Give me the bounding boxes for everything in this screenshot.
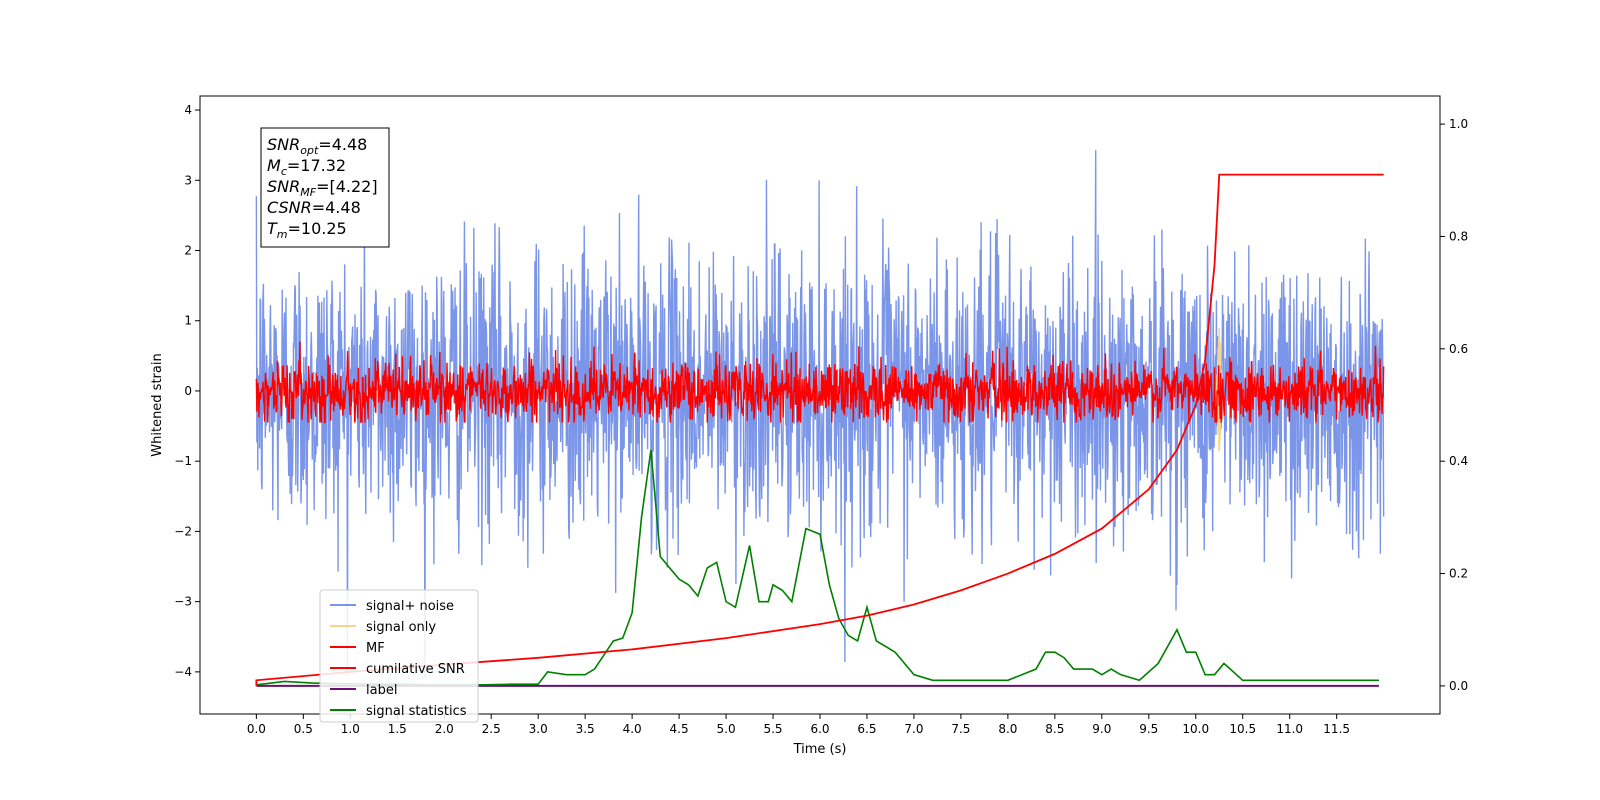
y2-tick-label: 0.4: [1449, 454, 1468, 468]
y-tick-label: −1: [174, 454, 192, 468]
x-tick-label: 7.5: [951, 722, 970, 736]
x-tick-label: 10.0: [1182, 722, 1209, 736]
y-tick-label: −2: [174, 524, 192, 538]
x-tick-label: 11.5: [1323, 722, 1350, 736]
x-tick-label: 10.5: [1229, 722, 1256, 736]
y-axis-right: 1.0 0.8 0.6 0.4 0.2 0.0: [1440, 117, 1468, 693]
annotation-line: Tm=10.25: [267, 219, 347, 241]
x-tick-label: 3.5: [576, 722, 595, 736]
x-tick-label: 5.0: [717, 722, 736, 736]
y-tick-label: 4: [184, 103, 192, 117]
x-tick-label: 9.5: [1139, 722, 1158, 736]
legend-label: label: [366, 683, 397, 698]
annotation-line: SNRopt=4.48: [267, 135, 367, 157]
legend-label: cumilative SNR: [366, 662, 465, 677]
legend-label: MF: [366, 641, 385, 656]
x-tick-label: 3.0: [529, 722, 548, 736]
x-tick-label: 4.5: [670, 722, 689, 736]
y-tick-label: −4: [174, 665, 192, 679]
y-tick-label: 2: [184, 244, 192, 258]
y2-tick-label: 0.0: [1449, 679, 1468, 693]
legend-label: signal statistics: [366, 704, 467, 719]
y-tick-label: 3: [184, 173, 192, 187]
y2-tick-label: 0.8: [1449, 229, 1468, 243]
y-axis-label: Whitened strain: [150, 353, 165, 456]
x-tick-label: 11.0: [1276, 722, 1303, 736]
x-axis: 0.0 0.5 1.0 1.5 2.0 2.5 3.0 3.5 4.0 4.5 5.0 5.5 6.0 6…: [247, 714, 1350, 736]
legend-label: signal+ noise: [366, 599, 454, 614]
x-tick-label: 6.5: [857, 722, 876, 736]
x-tick-label: 7.0: [904, 722, 923, 736]
x-tick-label: 5.5: [763, 722, 782, 736]
annotation-line: CSNR=4.48: [267, 198, 361, 217]
annotation-line: SNRMF=[4.22]: [267, 177, 378, 199]
x-tick-label: 8.0: [998, 722, 1017, 736]
series-mf: [255, 341, 1385, 424]
y2-tick-label: 1.0: [1449, 117, 1468, 131]
x-tick-label: 2.5: [482, 722, 501, 736]
x-tick-label: 9.0: [1092, 722, 1111, 736]
y2-tick-label: 0.6: [1449, 342, 1468, 356]
series-signal-statistics: [256, 449, 1379, 686]
x-tick-label: 4.0: [623, 722, 642, 736]
legend-label: signal only: [366, 620, 436, 635]
annotation-box: SNRopt=4.48Mc=17.32SNRMF=[4.22]CSNR=4.48…: [260, 127, 390, 248]
y-tick-label: 1: [184, 314, 192, 328]
x-tick-label: 1.0: [341, 722, 360, 736]
x-tick-label: 2.0: [435, 722, 454, 736]
y2-tick-label: 0.2: [1449, 567, 1468, 581]
annotation-line: Mc=17.32: [267, 156, 346, 178]
x-tick-label: 8.5: [1045, 722, 1064, 736]
x-tick-label: 6.0: [810, 722, 829, 736]
y-tick-label: 0: [184, 384, 192, 398]
x-tick-label: 1.5: [388, 722, 407, 736]
legend: signal+ noise signal only MF cumilative SNR…: [319, 589, 479, 723]
x-tick-label: 0.5: [294, 722, 313, 736]
x-axis-label: Time (s): [793, 742, 847, 757]
x-tick-label: 0.0: [247, 722, 266, 736]
y-axis-left: 4 3 2 1 0 −1 −2 −3 −4: [174, 103, 200, 679]
series-signal-noise: [255, 150, 1385, 679]
y-tick-label: −3: [174, 595, 192, 609]
